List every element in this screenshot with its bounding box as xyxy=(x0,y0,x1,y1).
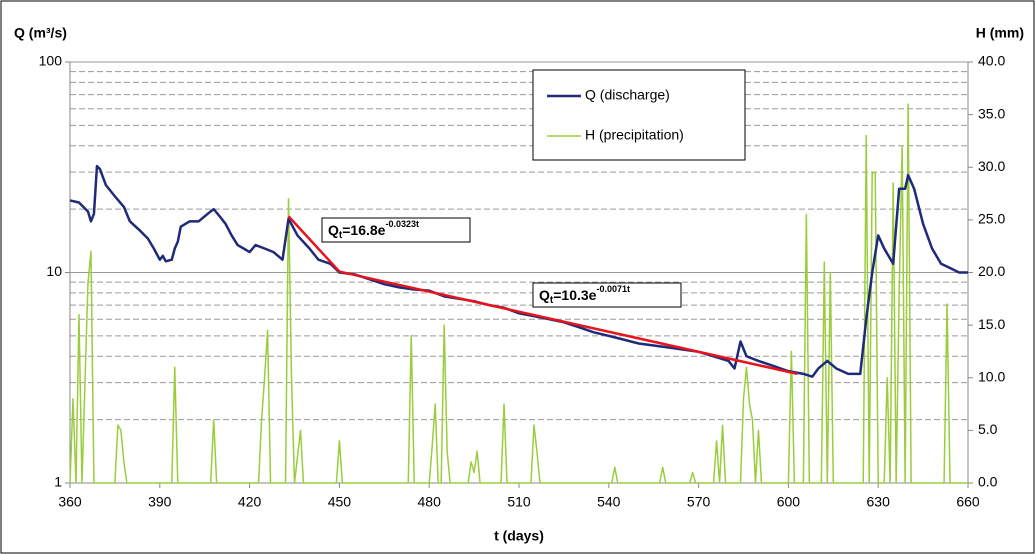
fit-label-q: Q xyxy=(539,287,550,303)
x-tick-label: 450 xyxy=(328,494,352,510)
legend-label: H (precipitation) xyxy=(585,127,684,143)
fit-label-box xyxy=(321,217,471,243)
x-tick-label: 600 xyxy=(777,494,801,510)
x-tick-label: 570 xyxy=(687,494,711,510)
fit-label-box xyxy=(532,282,682,308)
fit-label: Qt=16.8e-0.0323t xyxy=(328,219,419,240)
y-tick-label: 10 xyxy=(46,263,62,279)
series-line xyxy=(287,215,341,273)
x-axis-label: t (days) xyxy=(494,528,544,544)
fit-label-sub: t xyxy=(339,230,343,241)
y2-tick-label: 15.0 xyxy=(978,316,1005,332)
x-tick-label: 540 xyxy=(597,494,621,510)
series-line xyxy=(339,270,798,376)
y2-tick-label: 0.0 xyxy=(978,474,998,490)
series-line xyxy=(69,164,968,378)
x-tick-label: 630 xyxy=(867,494,891,510)
fit-label-eq: =16.8e xyxy=(342,222,385,238)
x-tick-label: 480 xyxy=(418,494,442,510)
y-axis-label: Q (m³/s) xyxy=(14,25,67,41)
fit-label-sub: t xyxy=(550,295,554,306)
fit-label-eq: =10.3e xyxy=(553,287,596,303)
fit-label-exp: -0.0071t xyxy=(596,284,630,294)
x-tick-label: 510 xyxy=(507,494,531,510)
y2-tick-label: 30.0 xyxy=(978,158,1005,174)
y2-tick-label: 10.0 xyxy=(978,368,1005,384)
fit-label-q: Q xyxy=(328,222,339,238)
y2-tick-label: 40.0 xyxy=(978,53,1005,69)
y2-axis-label: H (mm) xyxy=(976,25,1024,41)
fit-label: Qt=10.3e-0.0071t xyxy=(539,284,630,305)
fit-label-exp: -0.0323t xyxy=(385,219,419,229)
y-tick-label: 1 xyxy=(54,474,62,490)
y2-tick-label: 25.0 xyxy=(978,211,1005,227)
y2-tick-label: 5.0 xyxy=(978,421,998,437)
x-tick-label: 420 xyxy=(238,494,262,510)
x-tick-label: 360 xyxy=(58,494,82,510)
legend-box xyxy=(532,69,746,161)
series-line xyxy=(69,103,968,484)
y-tick-label: 100 xyxy=(39,53,63,69)
x-tick-label: 390 xyxy=(148,494,172,510)
y2-tick-label: 35.0 xyxy=(978,105,1005,121)
legend-label: Q (discharge) xyxy=(585,87,670,103)
x-tick-label: 660 xyxy=(956,494,980,510)
y2-tick-label: 20.0 xyxy=(978,263,1005,279)
